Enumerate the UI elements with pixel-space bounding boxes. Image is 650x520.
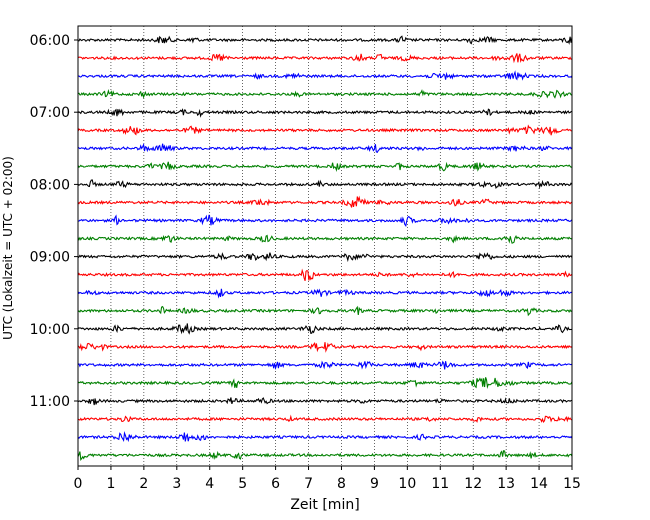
x-tick-label-1: 1: [106, 476, 115, 492]
x-tick-label-8: 8: [337, 476, 346, 492]
x-tick-label-5: 5: [238, 476, 247, 492]
trace-1000: [77, 323, 573, 335]
trace-0915: [77, 268, 573, 281]
trace-0830: [78, 214, 573, 227]
x-tick-label-13: 13: [497, 476, 515, 492]
x-tick-label-11: 11: [431, 476, 449, 492]
x-tick-label-10: 10: [398, 476, 416, 492]
trace-0815: [77, 195, 573, 208]
y-tick-label-0700: 07:00: [30, 105, 70, 121]
trace-0745: [77, 161, 573, 173]
x-tick-label-12: 12: [464, 476, 482, 492]
trace-1015: [77, 342, 573, 353]
x-tick-label-7: 7: [304, 476, 313, 492]
trace-1115: [77, 414, 573, 423]
x-tick-label-9: 9: [370, 476, 379, 492]
trace-0700: [77, 108, 573, 118]
trace-0800: [77, 179, 573, 190]
x-tick-label-14: 14: [530, 476, 548, 492]
plot-frame: [77, 25, 573, 467]
y-axis-ticks: 06:00 07:00 08:00 09:00 10:00 11:00: [30, 33, 78, 410]
y-tick-label-0600: 06:00: [30, 33, 70, 49]
trace-1045: [77, 377, 573, 389]
trace-0615: [77, 53, 573, 64]
trace-0945: [77, 305, 573, 317]
trace-1130: [77, 431, 573, 443]
minute-grid: [110, 26, 540, 466]
y-tick-label-1000: 10:00: [30, 322, 70, 338]
trace-0600: [77, 35, 573, 45]
trace-0930: [77, 288, 573, 299]
trace-1145: [77, 450, 573, 461]
x-tick-label-0: 0: [74, 476, 83, 492]
x-axis-label: Zeit [min]: [290, 497, 359, 513]
trace-1030: [77, 360, 573, 371]
trace-0715: [77, 124, 573, 136]
x-tick-label-6: 6: [271, 476, 280, 492]
y-tick-label-1100: 11:00: [30, 394, 70, 410]
x-tick-label-3: 3: [172, 476, 181, 492]
x-axis-ticks: 0 1 2 3 4 5 6 7 8 9 10 11 12 13 14 15: [74, 466, 581, 492]
y-tick-label-0800: 08:00: [30, 177, 70, 193]
x-tick-label-2: 2: [139, 476, 148, 492]
seismic-traces: [77, 35, 573, 461]
trace-1100: [77, 397, 573, 406]
trace-0730: [77, 142, 573, 153]
x-tick-label-4: 4: [205, 476, 214, 492]
y-axis-label: UTC (Lokalzeit = UTC + 02:00): [1, 156, 15, 340]
trace-0900: [77, 252, 573, 263]
y-tick-label-0900: 09:00: [30, 250, 70, 266]
trace-0645: [77, 88, 573, 99]
trace-0845: [77, 234, 573, 244]
x-tick-label-15: 15: [563, 476, 581, 492]
trace-0630: [77, 70, 573, 81]
